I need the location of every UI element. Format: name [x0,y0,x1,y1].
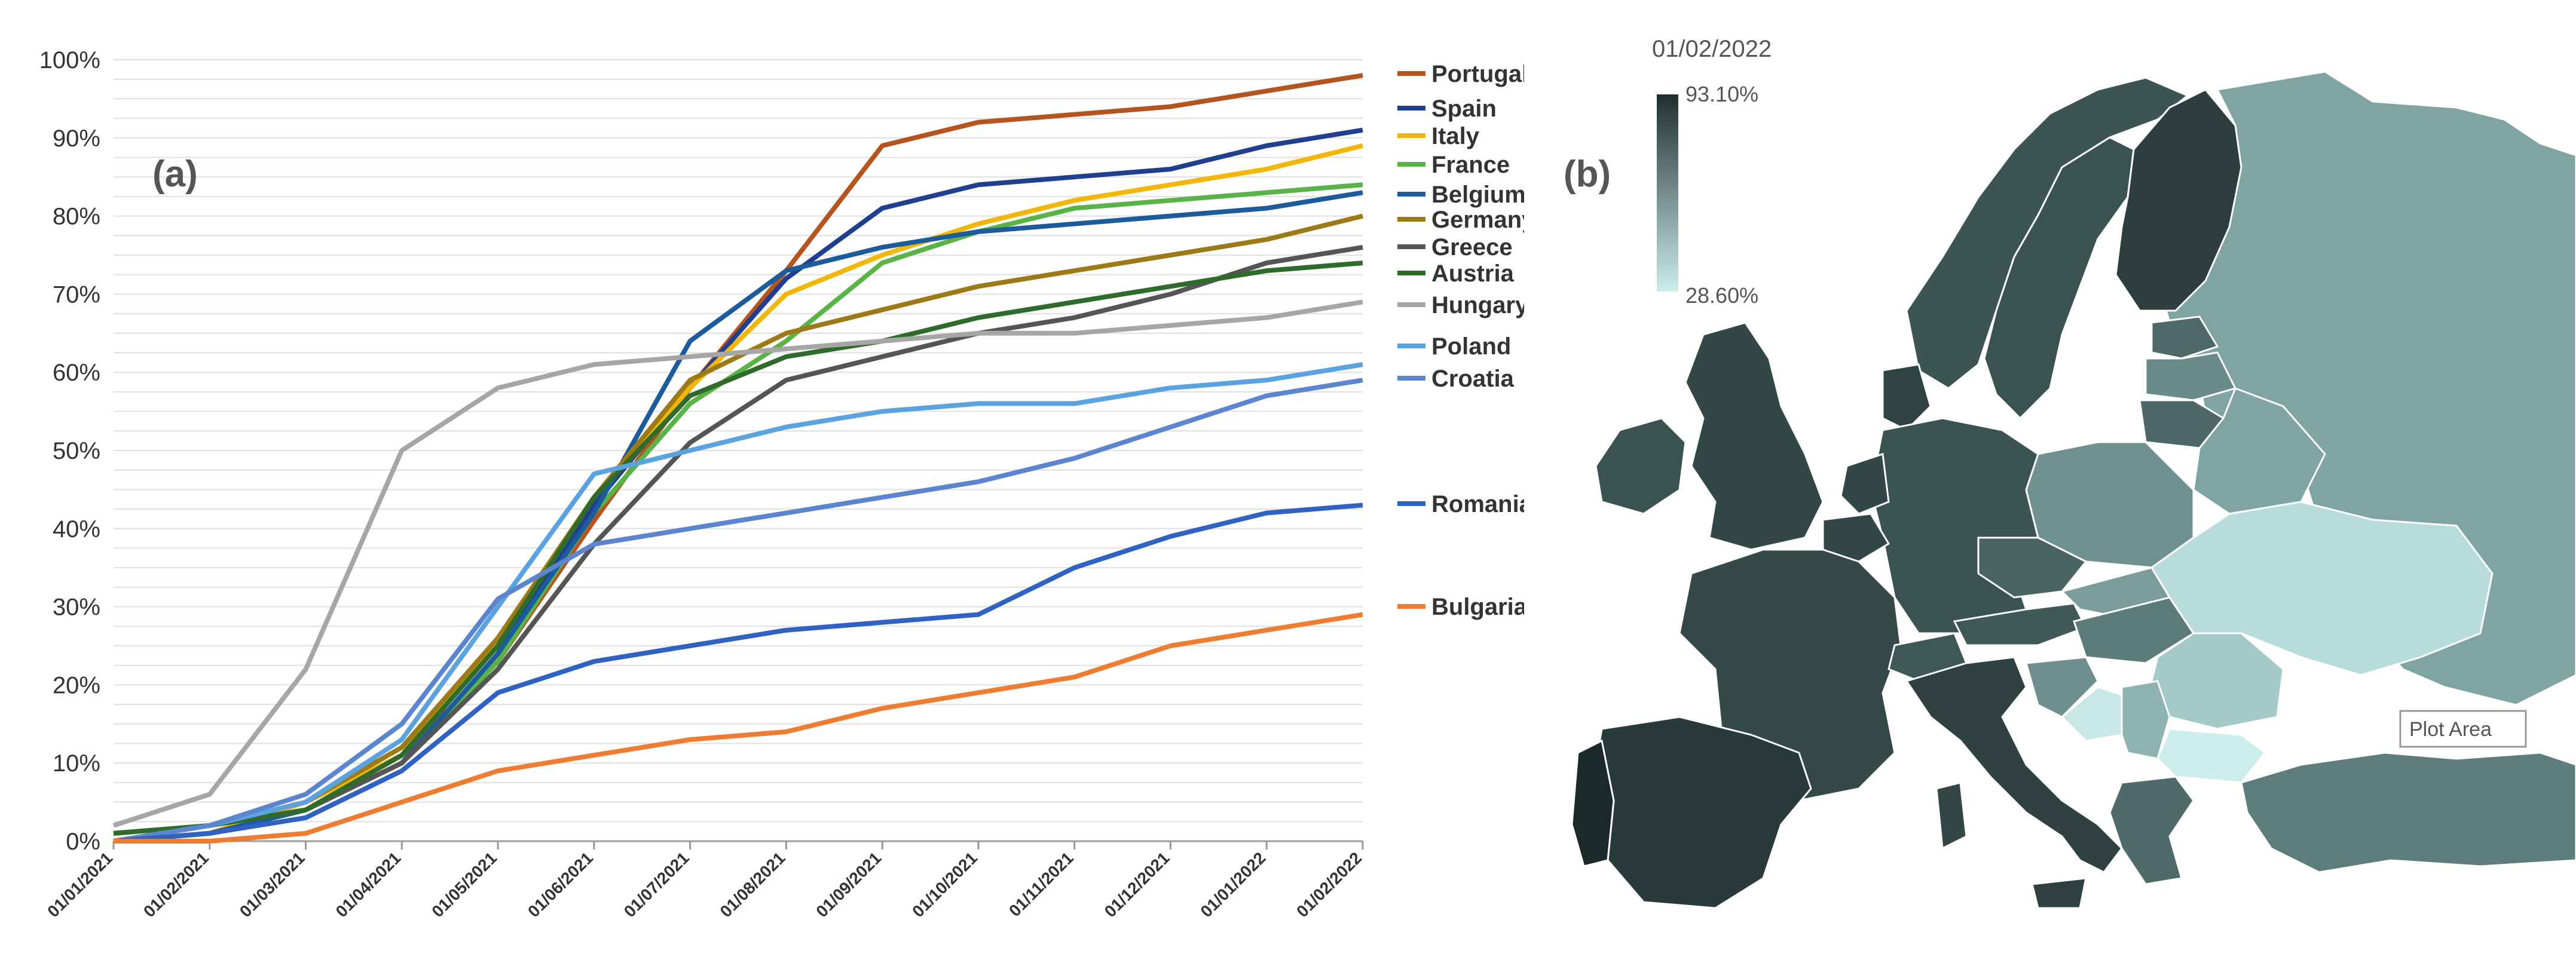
legend-label-italy: Italy [1431,123,1480,149]
region-sicily [2031,877,2087,909]
y-tick-label: 90% [53,125,100,152]
scale-min-label: 28.60% [1685,283,1758,308]
legend-label-france: France [1431,152,1510,178]
choropleth-map: 01/02/2022 93.10% 28.60% (b) Plot Area [1524,0,2576,969]
x-tick-label: 01/01/2021 [44,848,116,921]
axes: 0% 10% 20% 30% 40% 50% 60% 70% 80% 90% 100% 01/01/2… [39,47,1366,921]
region-denmark [1881,363,1932,431]
region-spain [1595,716,1812,909]
series-lines [112,73,1363,844]
y-tick-label: 60% [53,360,100,386]
x-tick-label: 01/02/2021 [140,848,212,921]
x-tick-label: 01/06/2021 [524,848,596,921]
region-belgium [1822,513,1890,563]
x-tick-label: 01/04/2021 [332,848,405,921]
legend-label-spain: Spain [1431,96,1497,122]
region-greece [2109,775,2195,885]
legend-label-greece: Greece [1431,234,1513,260]
series-line-portugal [113,73,1363,844]
region-bulgaria [2156,728,2267,784]
series-line-romania [113,502,1363,844]
y-tick-label: 0% [66,829,100,855]
region-croatia-slovenia [2025,656,2099,718]
region-belarus [2192,387,2326,515]
legend-label-austria: Austria [1431,260,1515,287]
x-tick-label: 01/10/2021 [908,848,981,921]
europe-map: 01/02/2022 93.10% 28.60% (b) Plot Area [1564,36,2576,909]
region-turkey [2240,752,2576,873]
x-tick-label: 01/03/2021 [236,848,308,921]
region-sweden [1983,136,2135,420]
series-line-austria [113,260,1363,836]
series-line-croatia [113,378,1363,844]
map-date: 01/02/2022 [1652,36,1772,62]
region-sardinia [1935,781,1968,850]
x-tick-label: 01/11/2021 [1005,848,1077,920]
y-tick-label: 20% [53,672,100,698]
series-line-hungary [112,299,1363,828]
legend-label-romania: Romania [1431,491,1524,517]
legend-label-belgium: Belgium [1431,182,1524,208]
line-chart: 0% 10% 20% 30% 40% 50% 60% 70% 80% 90% 100% 01/01/2… [39,47,1524,921]
region-romania [2150,632,2284,730]
legend-label-poland: Poland [1431,333,1511,360]
y-tick-label: 100% [39,47,100,73]
region-netherlands [1840,452,1890,515]
legend-label-bulgaria: Bulgaria [1431,594,1524,620]
region-uk [1684,321,1824,551]
region-ireland [1595,417,1687,515]
x-tick-label: 01/01/2022 [1197,848,1269,921]
x-tick-label: 01/05/2021 [428,848,500,921]
panel-label-a: (a) [152,154,198,195]
legend-label-hungary: Hungary [1431,292,1524,318]
y-tick-label: 10% [53,750,100,777]
region-ukraine [2150,501,2494,676]
x-tick-label: 01/12/2021 [1101,848,1173,921]
y-tick-label: 30% [53,594,100,621]
region-portugal [1571,739,1615,867]
panel-label-b: (b) [1564,154,1611,195]
series-line-bulgaria [114,612,1363,844]
series-line-poland [113,362,1363,844]
plot-area-tooltip: Plot Area [2409,718,2492,741]
legend-label-croatia: Croatia [1431,366,1515,392]
y-tick-label: 80% [53,204,100,230]
region-finland [2115,88,2242,312]
region-norway [1905,76,2189,390]
y-tick-label: 50% [53,438,100,464]
plot-area-tooltip-box [2399,710,2527,748]
legend-label-germany: Germany [1431,207,1524,233]
color-scale-bar [1657,94,1678,292]
scale-max-label: 93.10% [1685,82,1758,106]
x-tick-label: 01/09/2021 [812,848,885,921]
x-tick-label: 01/02/2022 [1293,848,1365,921]
x-tick-label: 01/08/2021 [717,848,789,921]
region-estonia [2150,315,2219,360]
x-tick-label: 01/07/2021 [620,848,693,921]
y-tick-label: 40% [53,516,100,542]
gridlines [114,59,1363,842]
legend-label-portugal: Portugal [1431,61,1524,87]
y-tick-label: 70% [53,281,100,308]
